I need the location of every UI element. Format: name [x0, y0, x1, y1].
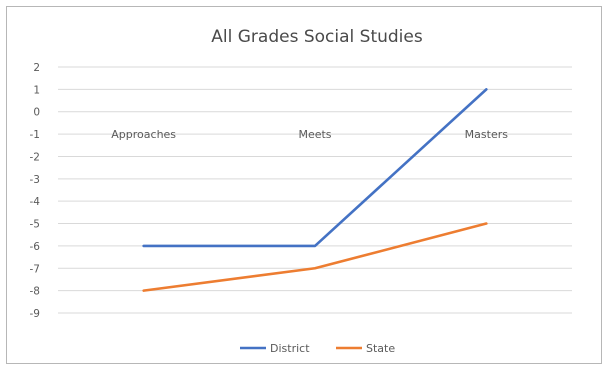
y-tick-label: -5: [30, 219, 40, 231]
category-label: Approaches: [111, 128, 176, 141]
series-lines: [142, 88, 488, 292]
series-line-state: [142, 222, 488, 292]
y-tick-label: -2: [30, 151, 40, 163]
y-tick-label: -4: [30, 196, 41, 208]
chart-title: All Grades Social Studies: [211, 27, 423, 47]
y-axis-ticks: 2 1 0 -1 -2 -3 -4 -5 -6 -7 -8 -9: [30, 62, 41, 320]
y-tick-label: -9: [30, 308, 40, 320]
category-label: Masters: [465, 128, 509, 141]
y-tick-label: -6: [30, 241, 41, 253]
legend-label-state: State: [366, 342, 395, 355]
legend: District State: [240, 342, 395, 355]
y-tick-label: -7: [30, 263, 40, 275]
gridlines: [58, 66, 572, 314]
y-tick-label: -1: [30, 129, 40, 141]
category-labels: Approaches Meets Masters: [111, 128, 508, 141]
category-label: Meets: [298, 128, 331, 141]
y-tick-label: 1: [33, 84, 40, 96]
legend-label-district: District: [270, 342, 310, 355]
series-line-district: [142, 88, 488, 248]
chart-frame: [6, 6, 602, 364]
y-tick-label: -3: [30, 174, 40, 186]
y-tick-label: 0: [33, 107, 40, 119]
y-tick-label: -8: [30, 286, 40, 298]
y-tick-label: 2: [33, 62, 40, 74]
